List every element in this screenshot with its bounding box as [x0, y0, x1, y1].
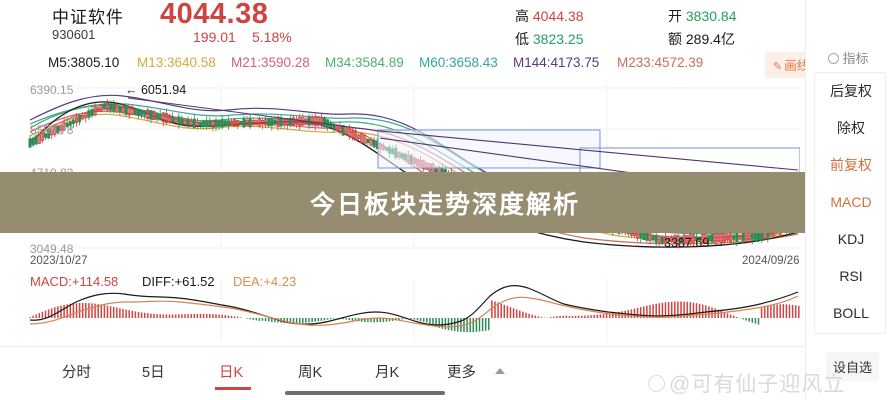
ma-legend-m144: M144:4173.75	[513, 55, 600, 70]
sidebar-title-label: 指标	[842, 51, 869, 66]
right-arrow-icon: →	[709, 236, 726, 250]
stat-high-label: 高	[515, 8, 529, 24]
tab-5day[interactable]: 5日	[142, 365, 165, 381]
date-label-end: 2024/09/26	[742, 255, 800, 267]
stat-low: 低 3823.25	[515, 29, 584, 49]
chevron-up-icon[interactable]	[495, 368, 505, 374]
annotation-high: ← 6051.94	[125, 83, 186, 97]
period-tab-bar: 分时 5日 日K 周K 月K 更多	[0, 346, 805, 400]
moving-average-legend: M5:3805.10 M13:3640.58 M21:3590.28 M34:3…	[0, 52, 818, 79]
home-indicator	[285, 391, 445, 395]
overlay-band	[0, 172, 890, 233]
sidebar-item-rsi[interactable]: RSI	[839, 268, 863, 284]
macd-legend-macd: MACD:+114.58	[30, 274, 119, 289]
selection-box-1	[377, 129, 601, 169]
y-axis-label-1: 6390.15	[30, 83, 74, 97]
sidebar-title: 指标	[806, 48, 890, 67]
ma-legend-m13: M13:3640.58	[137, 55, 216, 70]
stat-turnover: 额 289.4亿	[668, 29, 735, 49]
sidebar-item-qianfuquan[interactable]: 前复权	[830, 157, 872, 173]
macd-legend-diff: DIFF:+61.52	[142, 274, 215, 289]
watermark-text: @可有仙子迎风立	[669, 373, 846, 396]
price-change-percent: 5.18%	[252, 29, 292, 45]
annotation-low-text: 3387.69	[664, 236, 710, 250]
ma-legend-m5: M5:3805.10	[48, 55, 120, 70]
stat-open: 开 3830.84	[668, 6, 737, 26]
macd-legend-dea: DEA:+4.23	[233, 274, 297, 289]
annotation-high-text: 6051.94	[140, 83, 187, 97]
watermark: @可有仙子迎风立	[648, 368, 845, 398]
gauge-icon	[828, 53, 840, 64]
stat-low-label: 低	[515, 31, 529, 47]
tab-more[interactable]: 更多	[447, 365, 476, 381]
ma-legend-m34: M34:3584.89	[325, 55, 404, 70]
ma-legend-m233: M233:4572.39	[617, 55, 704, 70]
overlay-title: 今日板块走势深度解析	[309, 190, 580, 219]
weibo-icon	[648, 374, 665, 392]
tab-fenshi[interactable]: 分时	[62, 365, 91, 381]
stat-high-value: 4044.38	[532, 8, 584, 24]
macd-dea-line	[29, 295, 799, 328]
quote-header: 中证软件 930601 4044.38 199.01 5.18% 高 4044.…	[0, 0, 890, 49]
sidebar-item-houfuquan[interactable]: 后复权	[830, 83, 872, 99]
pencil-icon: ✎	[773, 61, 783, 73]
tab-daily-k[interactable]: 日K	[219, 365, 244, 381]
draw-line-label: 画线	[784, 59, 810, 73]
macd-diff-line	[29, 285, 799, 326]
stat-open-label: 开	[668, 8, 682, 24]
y-axis-label-2: 5555.78	[30, 123, 74, 137]
sidebar-item-boll[interactable]: BOLL	[833, 305, 869, 321]
watchlist-button[interactable]: 设自选	[826, 352, 880, 381]
left-arrow-icon: ←	[125, 83, 141, 97]
stock-name: 中证软件	[52, 8, 124, 27]
last-price: 4044.38	[160, 0, 269, 30]
stat-high: 高 4044.38	[515, 6, 584, 26]
stock-code: 930601	[52, 27, 96, 42]
stat-open-value: 3830.84	[685, 8, 737, 24]
ma-legend-m60: M60:3658.43	[419, 55, 498, 70]
price-change: 199.01	[193, 29, 236, 45]
y-axis-label-5: 3049.48	[30, 242, 74, 256]
annotation-low: 3387.69 →	[664, 236, 725, 250]
indicator-list: 后复权 除权 前复权 MACD KDJ RSI BOLL	[814, 72, 886, 334]
sidebar-item-macd[interactable]: MACD	[830, 194, 872, 210]
sidebar-item-kdj[interactable]: KDJ	[837, 231, 865, 247]
indicator-sidebar: 指标 后复权 除权 前复权 MACD KDJ RSI BOLL 筹码 设自选	[760, 0, 890, 400]
date-label-start: 2023/10/27	[30, 255, 88, 267]
sidebar-item-chuquan[interactable]: 除权	[837, 120, 865, 136]
ma-legend-m21: M21:3590.28	[231, 55, 310, 70]
active-tab-underline	[215, 387, 251, 390]
stat-low-value: 3823.25	[532, 31, 584, 47]
stat-turnover-label: 额	[668, 31, 682, 47]
stat-turnover-value: 289.4亿	[685, 31, 735, 47]
tab-weekly-k[interactable]: 周K	[298, 365, 323, 381]
tab-monthly-k[interactable]: 月K	[375, 365, 400, 381]
